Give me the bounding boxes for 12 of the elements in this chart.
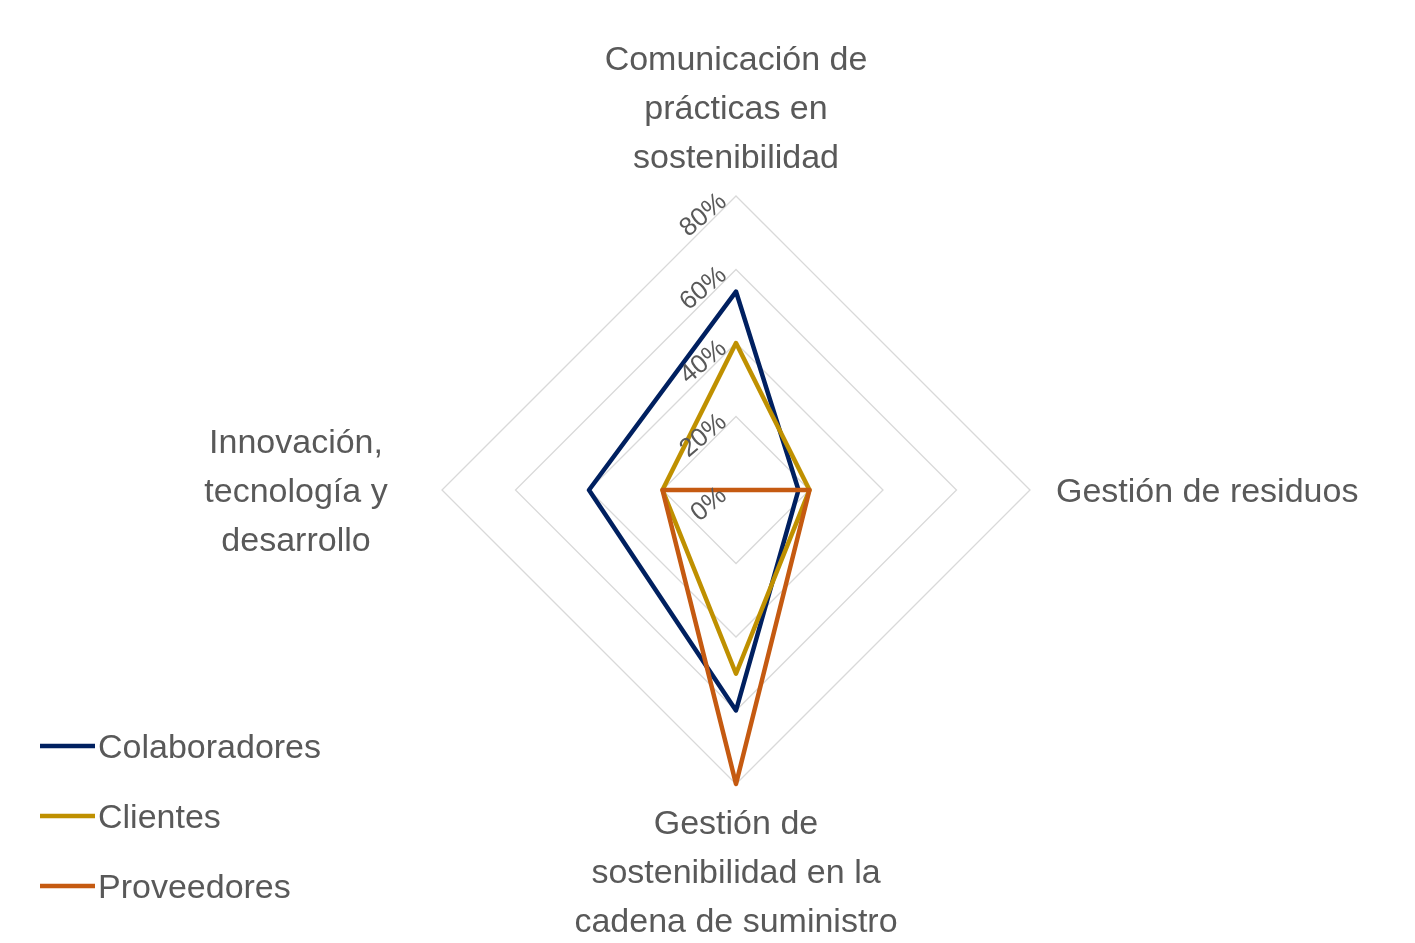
spoke-label: Comunicación de prácticas en sostenibilidad xyxy=(604,39,868,175)
spoke-label: Innovación, tecnología y desarrollo xyxy=(204,421,388,558)
legend-label: Clientes xyxy=(98,797,221,835)
y-tick-label: 0% xyxy=(683,479,732,527)
y-tick-label: 20% xyxy=(672,406,732,463)
spoke-label: Gestión de residuos xyxy=(1056,470,1359,509)
y-tick-label: 80% xyxy=(672,185,732,243)
y-tick-label: 60% xyxy=(672,259,732,316)
y-tick-label: 40% xyxy=(672,332,732,390)
legend-label: Proveedores xyxy=(98,867,291,905)
spoke-label: Gestión de sostenibilidad en la cadena de suministro xyxy=(574,803,898,939)
legend-label: Colaboradores xyxy=(98,727,322,765)
